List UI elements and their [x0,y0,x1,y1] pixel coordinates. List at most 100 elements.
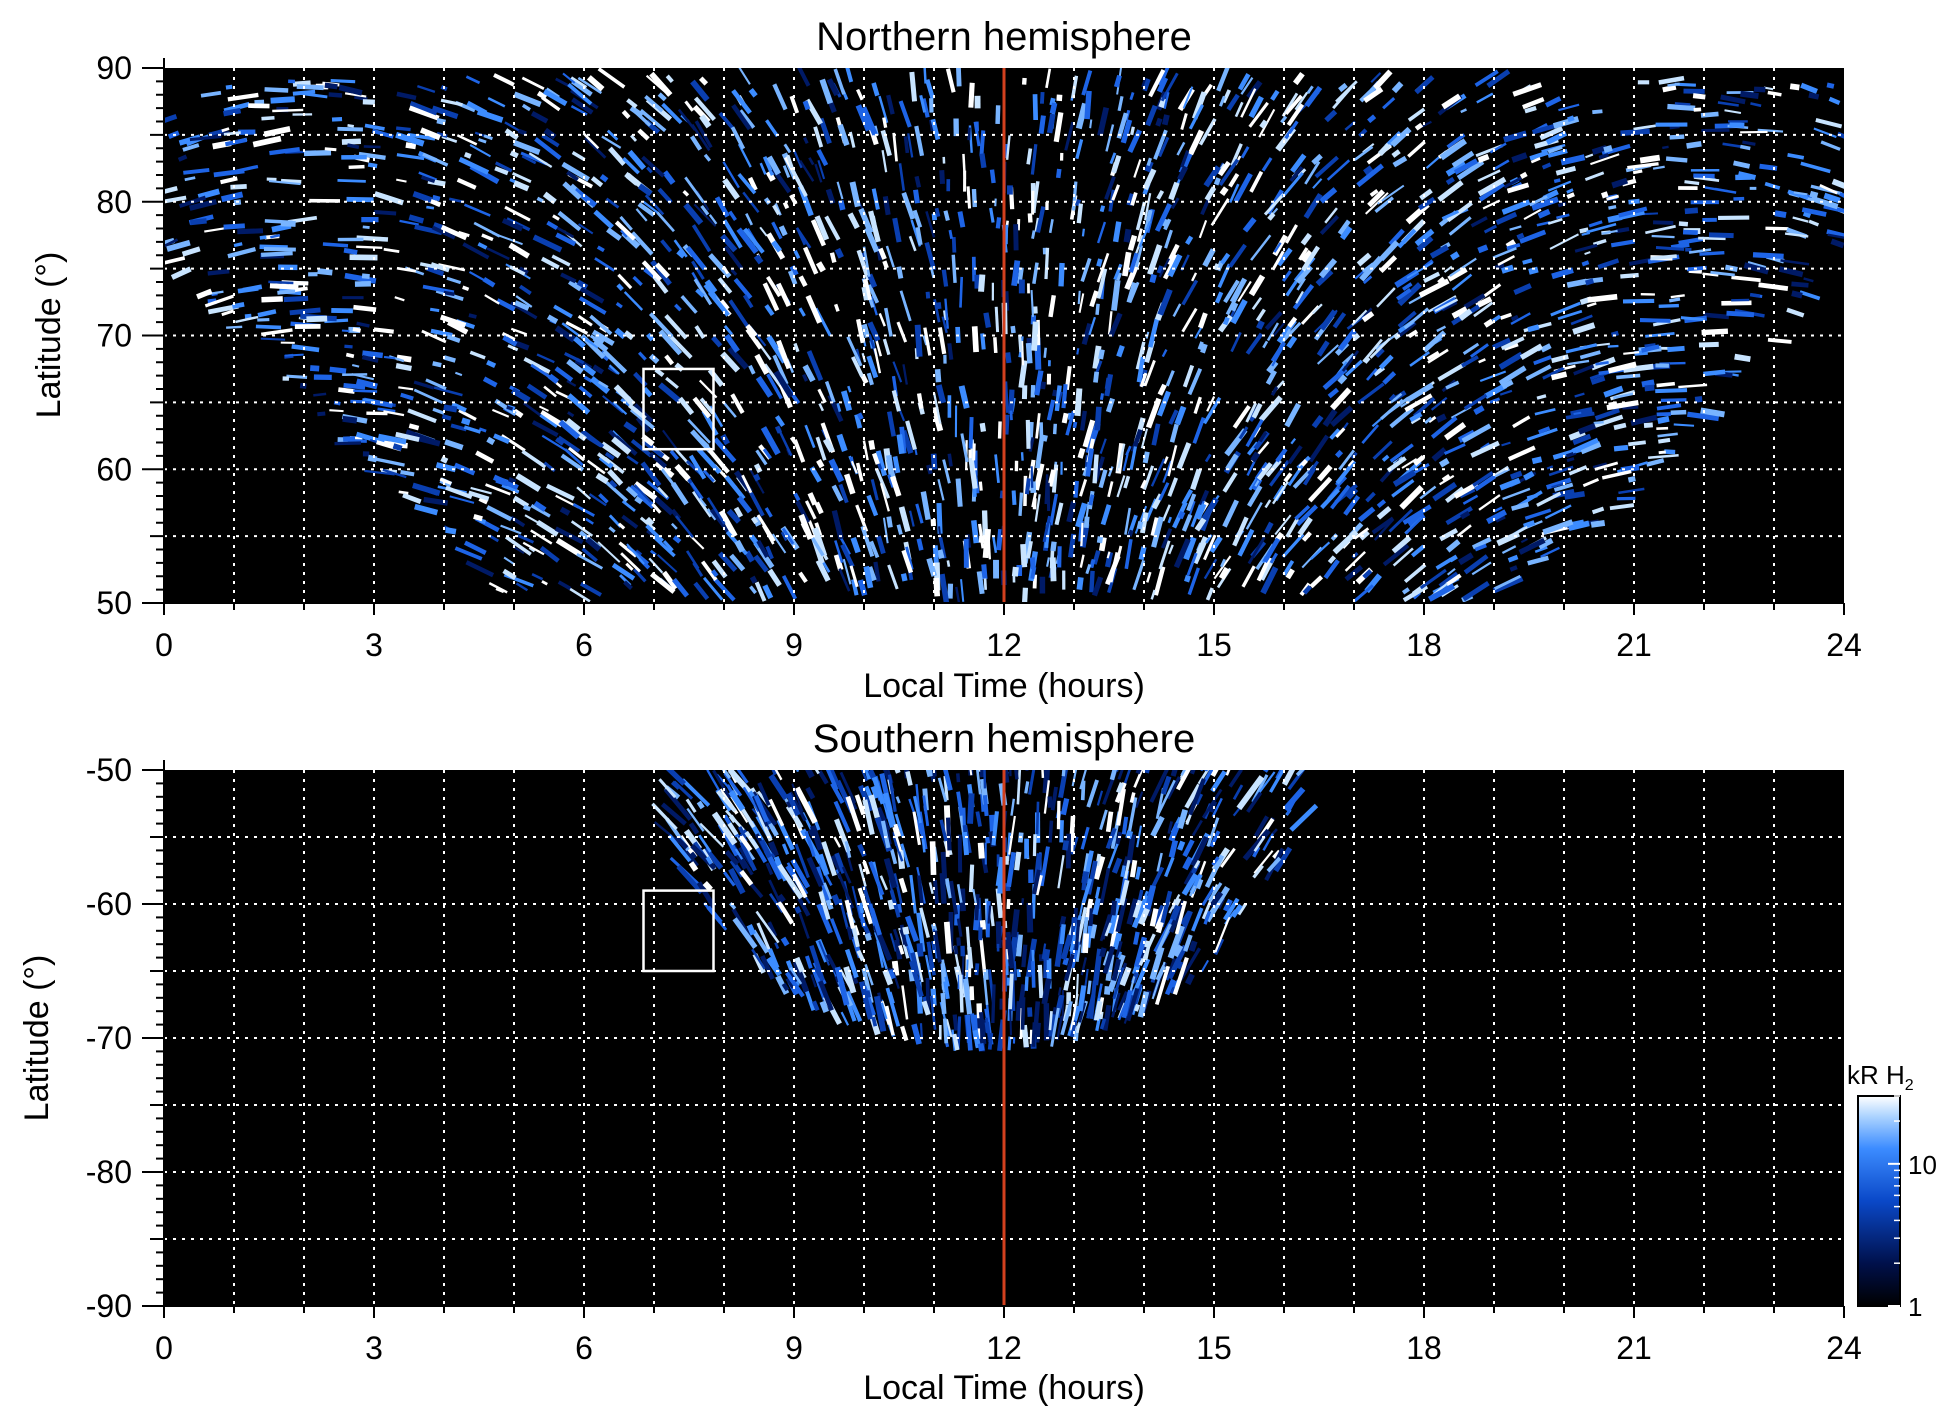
emission-streak [1359,86,1377,103]
emission-streak [432,361,442,368]
emission-streak [819,78,834,105]
emission-streak [724,333,740,353]
emission-streak [817,160,826,180]
emission-streak [1136,228,1143,243]
emission-streak [324,82,338,90]
emission-streak [802,364,816,383]
emission-streak [1396,287,1412,301]
emission-streak [1669,125,1680,130]
emission-streak [1181,279,1199,306]
emission-streak [1204,453,1212,463]
emission-streak [1808,219,1820,227]
emission-streak [682,848,699,868]
emission-streak [1192,416,1206,444]
emission-streak [1218,160,1231,177]
emission-streak [468,490,490,501]
emission-streak [1536,394,1547,400]
emission-streak [1242,828,1271,861]
emission-streak [1317,464,1333,482]
emission-streak [651,502,662,514]
emission-streak [879,482,890,512]
emission-streak [1710,270,1735,277]
emission-streak [1225,453,1239,471]
emission-streak [814,501,824,515]
emission-streak [746,924,756,936]
emission-streak [691,260,705,280]
emission-streak [1494,262,1505,270]
emission-streak [1081,322,1093,345]
emission-streak [1379,255,1398,274]
emission-streak [1038,115,1046,135]
emission-streak [237,228,264,235]
emission-streak [1098,469,1108,489]
emission-streak [1269,552,1279,564]
emission-streak [834,852,846,874]
emission-streak [221,309,235,317]
emission-streak [1763,86,1774,91]
emission-streak [1164,229,1173,249]
emission-streak [764,304,775,317]
emission-streak [348,164,365,169]
emission-streak [463,151,472,159]
emission-streak [996,528,1004,551]
emission-streak [622,156,640,175]
emission-streak [783,143,792,154]
emission-streak [408,423,420,431]
emission-streak [1216,68,1230,92]
emission-streak [261,251,293,257]
emission-streak [597,380,609,389]
emission-streak [1102,1004,1112,1031]
emission-streak [736,770,749,784]
emission-streak [672,535,682,544]
emission-streak [502,335,518,347]
emission-streak [1787,153,1805,160]
emission-streak [956,791,964,816]
emission-streak [543,385,557,398]
emission-streak [792,960,810,993]
emission-streak [862,246,871,277]
emission-streak [1478,494,1501,511]
emission-streak [1827,233,1844,239]
emission-streak [1474,69,1499,87]
emission-streak [1601,229,1618,235]
emission-streak [1363,165,1374,176]
emission-streak [892,132,898,162]
emission-streak [845,990,863,1023]
emission-streak [235,315,259,324]
emission-streak [1174,900,1187,935]
emission-streak [510,387,531,403]
south-title: Southern hemisphere [813,717,1195,761]
emission-streak [1251,297,1263,310]
emission-streak [956,1016,962,1050]
emission-streak [1173,538,1191,569]
emission-streak [1112,932,1123,950]
emission-streak [1266,322,1280,342]
emission-streak [478,427,487,433]
emission-streak [724,850,740,866]
emission-streak [699,114,712,129]
emission-streak [711,811,738,846]
emission-streak [1003,770,1010,783]
emission-streak [1362,262,1375,273]
emission-streak [1330,387,1352,411]
emission-streak [1413,455,1425,466]
emission-streak [1388,393,1396,401]
emission-streak [570,76,588,89]
emission-streak [960,433,969,463]
emission-streak [983,312,992,328]
emission-streak [747,176,758,191]
emission-streak [1304,85,1323,108]
emission-streak [1050,786,1058,811]
emission-streak [977,1043,985,1052]
emission-streak [759,162,767,175]
emission-streak [347,123,355,128]
emission-streak [880,820,891,849]
emission-streak [739,835,753,852]
emission-streak [1344,550,1366,572]
emission-streak [836,181,844,200]
emission-streak [402,492,422,504]
emission-streak [1104,176,1116,200]
emission-streak [351,363,360,368]
emission-streak [728,299,750,329]
emission-streak [718,509,738,538]
